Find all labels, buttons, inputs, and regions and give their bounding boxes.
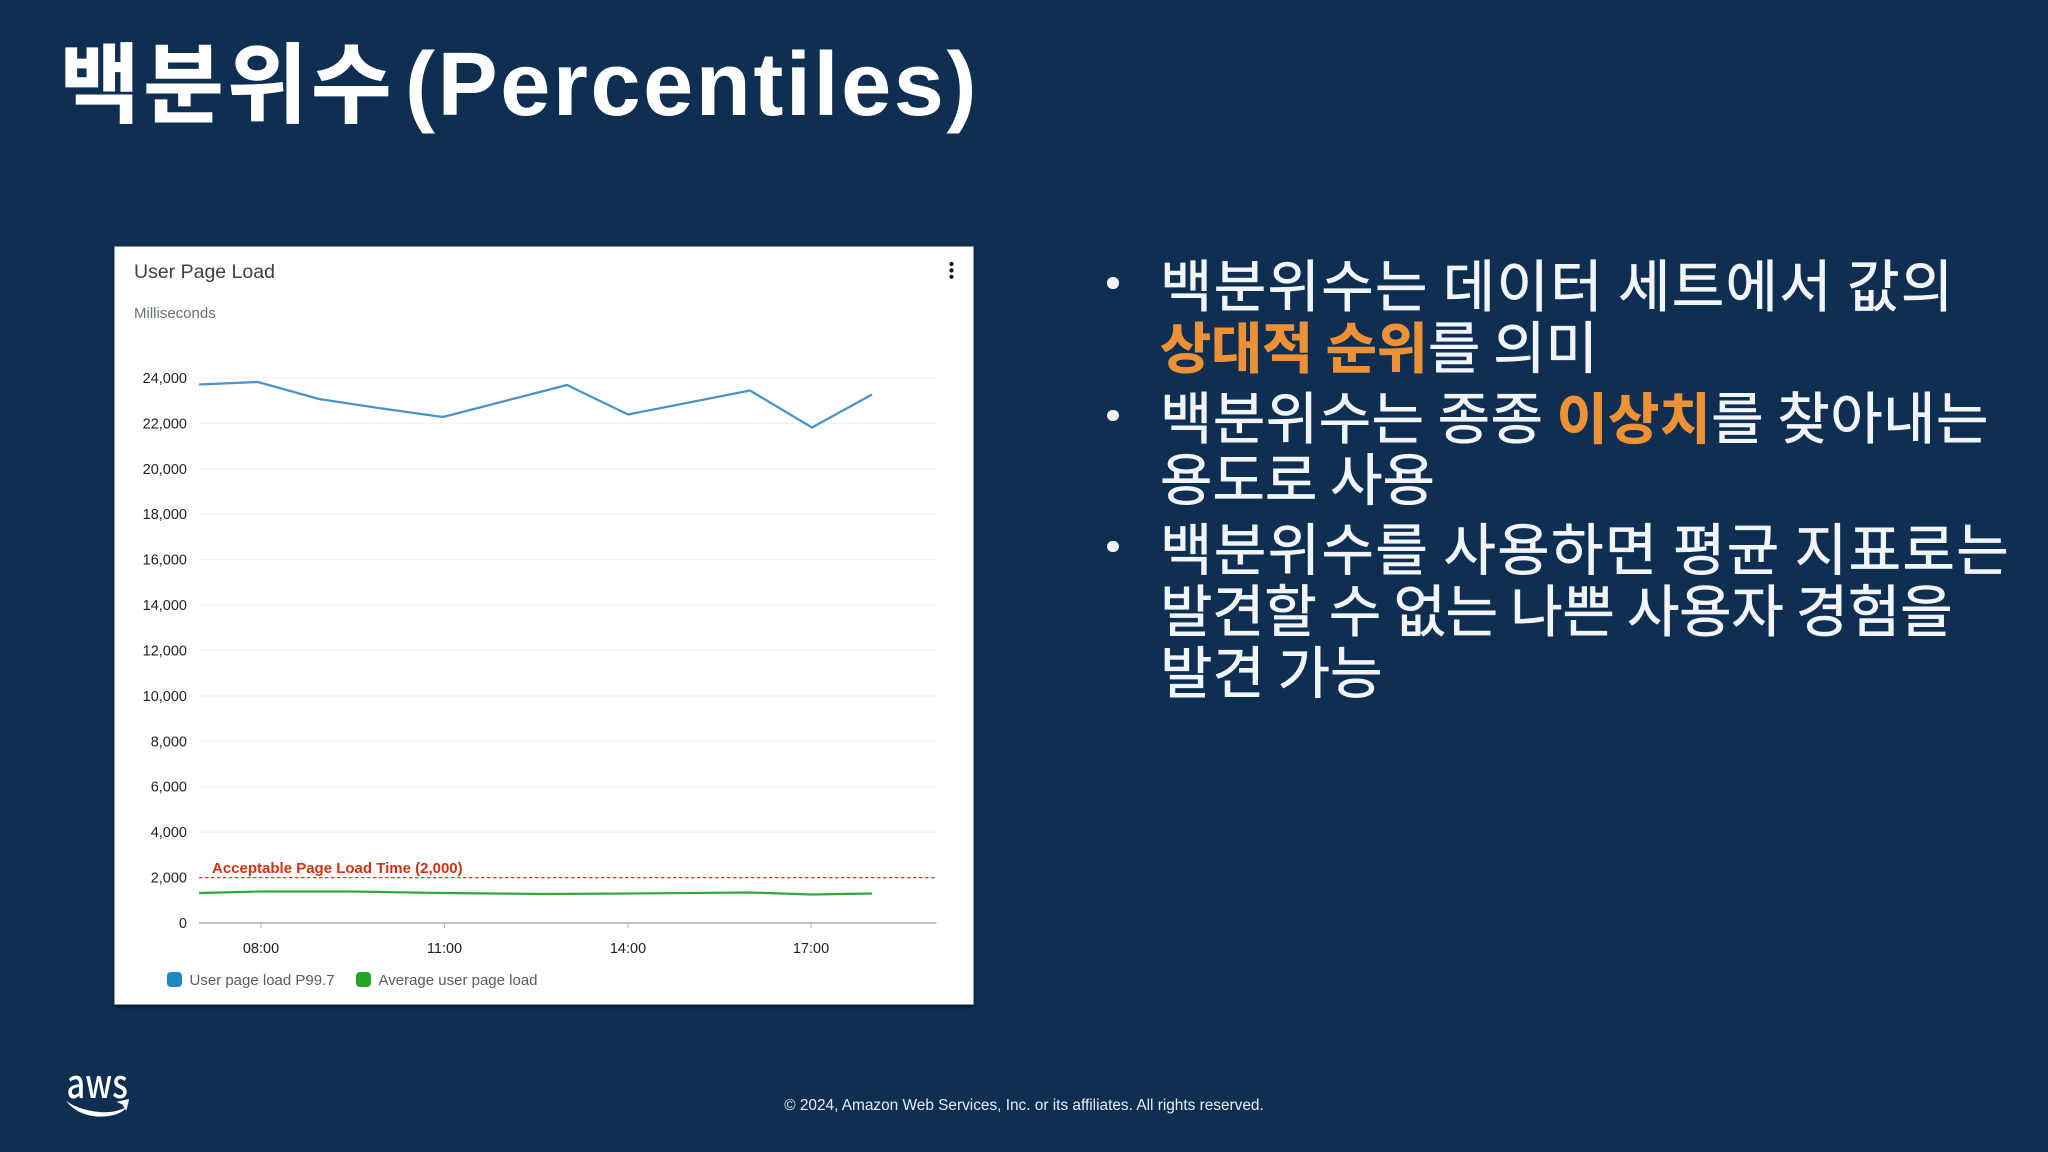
svg-text:18,000: 18,000 [143, 507, 187, 523]
svg-text:08:00: 08:00 [243, 941, 279, 957]
svg-text:Acceptable Page Load Time (2,0: Acceptable Page Load Time (2,000) [212, 860, 463, 877]
svg-text:6,000: 6,000 [151, 780, 187, 796]
svg-text:Average user page load: Average user page load [379, 972, 538, 989]
svg-text:20,000: 20,000 [143, 462, 187, 478]
svg-text:24,000: 24,000 [143, 371, 187, 387]
svg-text:2,000: 2,000 [151, 871, 187, 887]
svg-text:16,000: 16,000 [143, 553, 187, 569]
svg-text:User Page Load: User Page Load [134, 261, 275, 283]
svg-text:Milliseconds: Milliseconds [134, 305, 216, 322]
svg-text:17:00: 17:00 [793, 941, 829, 957]
svg-text:0: 0 [179, 916, 187, 932]
svg-text:14,000: 14,000 [143, 598, 187, 614]
svg-text:4,000: 4,000 [151, 825, 187, 841]
svg-text:8,000: 8,000 [151, 734, 187, 750]
svg-text:User page load P99.7: User page load P99.7 [190, 972, 335, 989]
svg-text:12,000: 12,000 [143, 644, 187, 660]
svg-text:14:00: 14:00 [610, 941, 646, 957]
svg-text:10,000: 10,000 [143, 689, 187, 705]
svg-text:22,000: 22,000 [143, 416, 187, 432]
svg-text:11:00: 11:00 [427, 941, 462, 957]
